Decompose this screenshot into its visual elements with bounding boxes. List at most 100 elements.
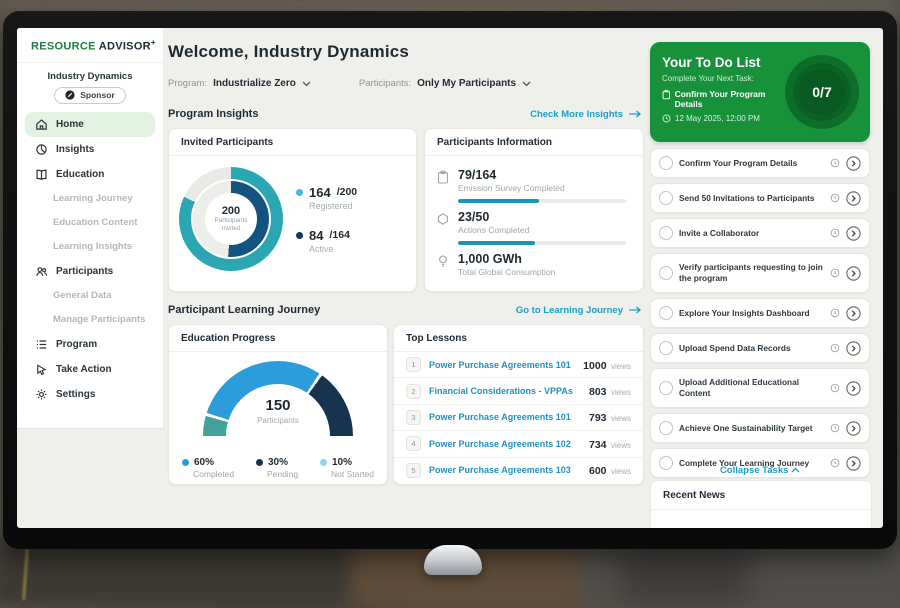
pending-pct: 30% <box>268 457 288 468</box>
nav-label: Take Action <box>56 364 112 375</box>
go-button[interactable] <box>846 156 861 171</box>
participants-label: Participants: <box>359 78 411 89</box>
go-button[interactable] <box>846 381 861 396</box>
filter-bar: Program: Industrialize Zero Participants… <box>168 78 531 89</box>
invited-donut-chart: 200 Participants Invited <box>179 167 283 271</box>
not-started-dot <box>320 459 327 466</box>
sidebar-item-program[interactable]: Program <box>25 332 155 357</box>
nav-label: Home <box>56 119 84 130</box>
participants-information-card: Participants Information 79/164 Emission… <box>424 128 644 292</box>
participants-dropdown[interactable]: Only My Participants <box>417 78 516 89</box>
lesson-row[interactable]: 5 Power Purchase Agreements 103 600 view… <box>394 458 643 483</box>
go-button[interactable] <box>846 421 861 436</box>
lesson-row[interactable]: 4 Power Purchase Agreements 102 734 view… <box>394 431 643 457</box>
todo-item[interactable]: Send 50 Invitations to Participants <box>650 183 870 213</box>
chevron-down-icon[interactable] <box>302 81 311 87</box>
go-button[interactable] <box>846 226 861 241</box>
gauge-center: 150 Participants <box>169 397 387 425</box>
lesson-title-link[interactable]: Power Purchase Agreements 101 <box>429 412 581 422</box>
check-more-insights-link[interactable]: Check More Insights <box>530 109 642 120</box>
todo-checkbox[interactable] <box>659 341 673 355</box>
registered-dot <box>296 189 303 196</box>
sidebar-item-insights[interactable]: Insights <box>25 137 155 162</box>
lesson-title-link[interactable]: Power Purchase Agreements 102 <box>429 439 581 449</box>
lesson-row[interactable]: 3 Power Purchase Agreements 101 793 view… <box>394 405 643 431</box>
lesson-views-word: views <box>611 414 631 423</box>
sidebar-item-learning-insights[interactable]: Learning Insights <box>25 235 155 259</box>
sidebar-item-learning-journey[interactable]: Learning Journey <box>25 187 155 211</box>
invited-participants-card: Invited Participants 200 Participants In… <box>168 128 417 292</box>
nav-label: Manage Participants <box>53 314 145 325</box>
backdrop-shadow-band <box>620 545 750 605</box>
todo-checkbox[interactable] <box>659 306 673 320</box>
timer-icon <box>830 343 840 353</box>
not-started-pct: 10% <box>332 457 352 468</box>
program-insights-header: Program Insights Check More Insights <box>168 108 642 120</box>
org-name: Industry Dynamics <box>17 71 163 82</box>
todo-next-task[interactable]: Confirm Your Program Details <box>662 89 790 109</box>
go-button[interactable] <box>846 341 861 356</box>
timer-icon <box>830 423 840 433</box>
nav-label: Settings <box>56 389 95 400</box>
emission-survey-label: Emission Survey Completed <box>458 183 565 193</box>
sidebar-item-education[interactable]: Education <box>25 162 155 187</box>
go-button[interactable] <box>846 191 861 206</box>
completed-pct: 60% <box>194 457 214 468</box>
lesson-title-link[interactable]: Financial Considerations - VPPAs <box>429 386 581 396</box>
sidebar-item-manage-participants[interactable]: Manage Participants <box>25 308 155 332</box>
lesson-row[interactable]: 2 Financial Considerations - VPPAs 803 v… <box>394 378 643 404</box>
lesson-rank: 2 <box>406 384 421 399</box>
timer-icon <box>830 193 840 203</box>
todo-checkbox[interactable] <box>659 381 673 395</box>
todo-progress-ring: 0/7 <box>785 55 859 129</box>
sidebar-item-take-action[interactable]: Take Action <box>25 357 155 382</box>
todo-item[interactable]: Achieve One Sustainability Target <box>650 413 870 443</box>
todo-item[interactable]: Confirm Your Program Details <box>650 148 870 178</box>
todo-checkbox[interactable] <box>659 156 673 170</box>
education-gauge: 150 Participants <box>169 361 387 449</box>
collapse-tasks-link[interactable]: Collapse Tasks <box>650 465 870 476</box>
sidebar-item-home[interactable]: Home <box>25 112 155 137</box>
invited-card-body: 200 Participants Invited 164/200 <box>169 156 416 282</box>
emission-survey-progressbar <box>458 199 626 203</box>
lesson-row[interactable]: 1 Power Purchase Agreements 101 1000 vie… <box>394 352 643 378</box>
lesson-title-link[interactable]: Power Purchase Agreements 103 <box>429 465 581 475</box>
sidebar-item-education-content[interactable]: Education Content <box>25 211 155 235</box>
donut-ring-gap: 200 Participants Invited <box>191 179 271 259</box>
sidebar-item-general-data[interactable]: General Data <box>25 284 155 308</box>
todo-item[interactable]: Upload Spend Data Records <box>650 333 870 363</box>
lesson-views-word: views <box>611 441 631 450</box>
todo-checkbox[interactable] <box>659 421 673 435</box>
todo-item-label: Upload Spend Data Records <box>679 343 824 354</box>
registered-label: Registered <box>309 201 357 211</box>
program-dropdown[interactable]: Industrialize Zero <box>213 78 296 89</box>
sidebar-item-participants[interactable]: Participants <box>25 259 155 284</box>
legend-item-completed: 60% Completed <box>182 457 234 479</box>
program-icon <box>35 338 48 351</box>
sidebar-item-settings[interactable]: Settings <box>25 382 155 407</box>
chevron-down-icon[interactable] <box>522 81 531 87</box>
timer-icon <box>830 308 840 318</box>
participants-info-body: 79/164 Emission Survey Completed 23/50 A… <box>425 156 643 282</box>
nav-label: Insights <box>56 144 94 155</box>
todo-summary-card: Your To Do List Complete Your Next Task:… <box>650 42 870 142</box>
todo-item[interactable]: Invite a Collaborator <box>650 218 870 248</box>
todo-checkbox[interactable] <box>659 266 673 280</box>
todo-item[interactable]: Explore Your Insights Dashboard <box>650 298 870 328</box>
todo-due-label: 12 May 2025, 12:00 PM <box>675 114 760 123</box>
todo-item[interactable]: Upload Additional Educational Content <box>650 368 870 408</box>
active-dot <box>296 232 303 239</box>
todo-checkbox[interactable] <box>659 226 673 240</box>
todo-checkbox[interactable] <box>659 191 673 205</box>
todo-item[interactable]: Verify participants requesting to join t… <box>650 253 870 293</box>
todo-item-label: Achieve One Sustainability Target <box>679 423 824 434</box>
sponsor-badge: Sponsor <box>54 87 125 104</box>
top-lessons-card: Top Lessons 1 Power Purchase Agreements … <box>393 324 644 485</box>
go-button[interactable] <box>846 306 861 321</box>
lesson-title-link[interactable]: Power Purchase Agreements 101 <box>429 360 575 370</box>
donut-center-label-1: Participants <box>215 217 248 225</box>
go-to-learning-journey-link[interactable]: Go to Learning Journey <box>516 305 642 316</box>
go-button[interactable] <box>846 266 861 281</box>
lesson-views-count: 734 <box>589 439 607 451</box>
todo-item-label: Explore Your Insights Dashboard <box>679 308 824 319</box>
